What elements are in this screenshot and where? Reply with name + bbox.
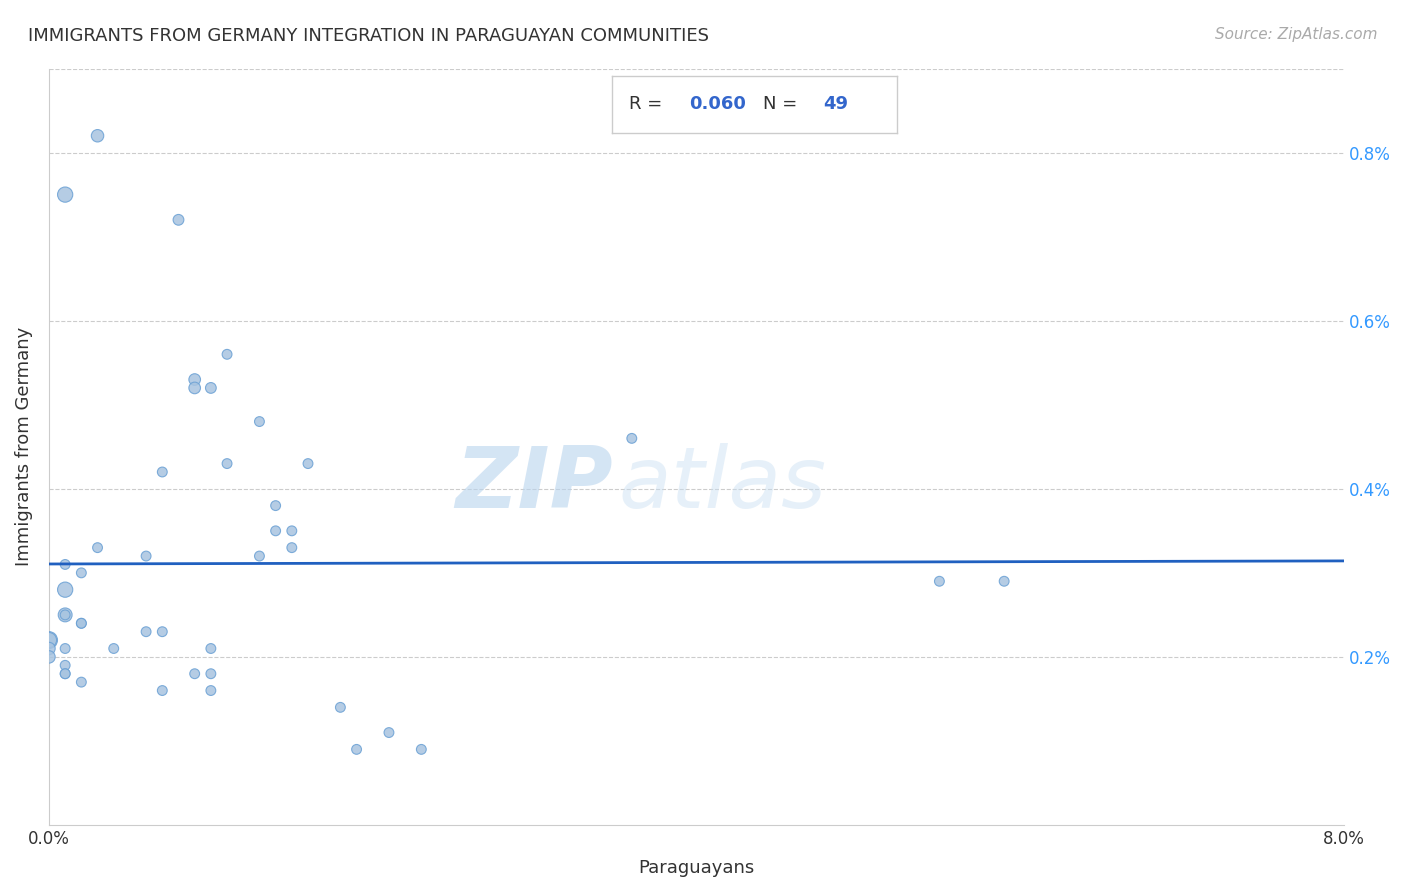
Text: ZIP: ZIP <box>454 443 613 526</box>
Point <box>53 641 76 656</box>
Point <box>411 742 433 756</box>
Point <box>200 381 222 395</box>
Point <box>200 683 222 698</box>
Point <box>38 649 60 664</box>
Point <box>264 499 287 513</box>
Text: Source: ZipAtlas.com: Source: ZipAtlas.com <box>1215 27 1378 42</box>
Point <box>38 633 60 648</box>
Point <box>150 465 173 479</box>
Point <box>70 616 93 631</box>
Point <box>53 607 76 622</box>
Point <box>103 641 125 656</box>
Point <box>70 675 93 690</box>
Point <box>53 666 76 681</box>
Point <box>183 381 205 395</box>
Point <box>53 582 76 597</box>
Point <box>150 624 173 639</box>
Point <box>167 212 190 227</box>
Point <box>297 457 319 471</box>
Point <box>135 549 157 563</box>
Point <box>928 574 950 589</box>
Point <box>378 725 401 739</box>
Text: IMMIGRANTS FROM GERMANY INTEGRATION IN PARAGUAYAN COMMUNITIES: IMMIGRANTS FROM GERMANY INTEGRATION IN P… <box>28 27 709 45</box>
Point <box>200 666 222 681</box>
Point <box>86 128 108 143</box>
Point <box>183 372 205 386</box>
Text: atlas: atlas <box>619 443 827 526</box>
Point <box>150 683 173 698</box>
Point <box>70 616 93 631</box>
Point <box>53 558 76 572</box>
Point <box>86 541 108 555</box>
Point <box>215 457 238 471</box>
Point <box>53 658 76 673</box>
Point <box>264 524 287 538</box>
Y-axis label: Immigrants from Germany: Immigrants from Germany <box>15 327 32 566</box>
Point <box>135 624 157 639</box>
Point <box>329 700 352 714</box>
Point <box>346 742 368 756</box>
Point <box>249 415 271 429</box>
Point <box>53 607 76 622</box>
Point <box>183 666 205 681</box>
Point <box>993 574 1015 589</box>
Point <box>38 633 60 648</box>
X-axis label: Paraguayans: Paraguayans <box>638 859 755 877</box>
Point <box>215 347 238 361</box>
Point <box>200 641 222 656</box>
Point <box>249 549 271 563</box>
Point <box>38 641 60 656</box>
Point <box>281 541 304 555</box>
Point <box>53 187 76 202</box>
Point <box>53 666 76 681</box>
Point <box>281 524 304 538</box>
Point <box>70 566 93 580</box>
Point <box>620 431 643 445</box>
